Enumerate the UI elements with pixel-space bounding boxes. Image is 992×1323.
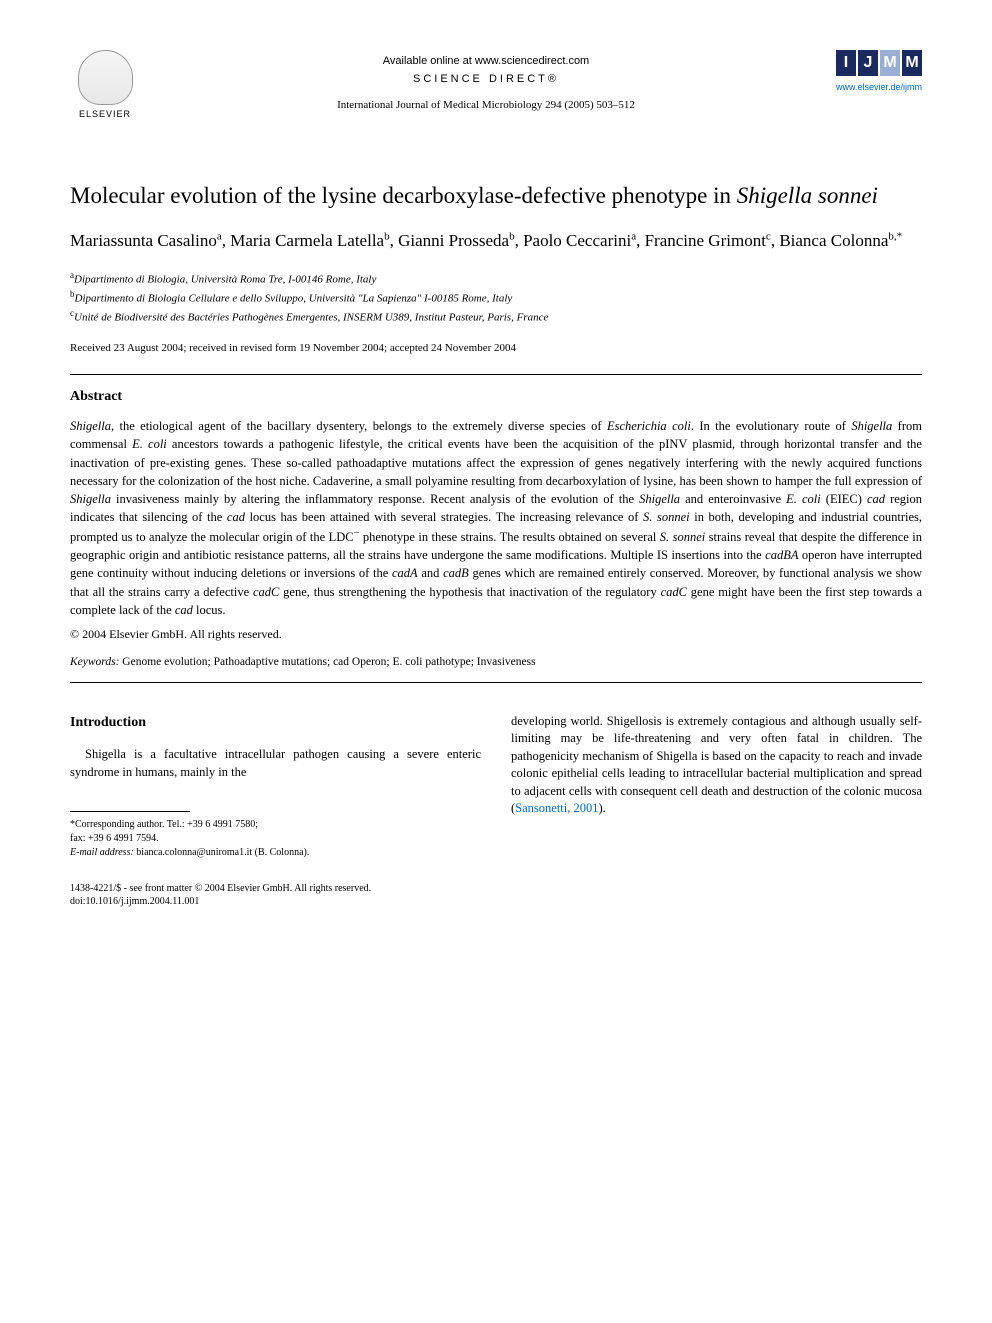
divider-top	[70, 374, 922, 375]
ijmm-logo: I J M M www.elsevier.de/ijmm	[832, 50, 922, 92]
footnote-rule	[70, 811, 190, 812]
footnotes: *Corresponding author. Tel.: +39 6 4991 …	[70, 818, 481, 860]
introduction-heading: Introduction	[70, 713, 481, 733]
abstract-heading: Abstract	[70, 389, 922, 405]
divider-bottom	[70, 682, 922, 683]
page-header: ELSEVIER Available online at www.science…	[70, 50, 922, 130]
center-header: Available online at www.sciencedirect.co…	[140, 50, 832, 111]
footer-line1: 1438-4221/$ - see front matter © 2004 El…	[70, 882, 922, 895]
ijmm-link[interactable]: www.elsevier.de/ijmm	[832, 82, 922, 92]
email-value: bianca.colonna@uniroma1.it (B. Colonna).	[136, 847, 309, 858]
article-title: Molecular evolution of the lysine decarb…	[70, 180, 922, 211]
fax-line: fax: +39 6 4991 7594.	[70, 832, 481, 846]
right-column: developing world. Shigellosis is extreme…	[511, 713, 922, 861]
abstract-copyright: © 2004 Elsevier GmbH. All rights reserve…	[70, 627, 922, 642]
abstract-body: Shigella, the etiological agent of the b…	[70, 417, 922, 619]
ijmm-box-3: M	[902, 50, 922, 76]
keywords-label: Keywords:	[70, 656, 119, 668]
authors-list: Mariassunta Casalinoa, Maria Carmela Lat…	[70, 229, 922, 253]
title-line1: Molecular evolution of the lysine decarb…	[70, 183, 731, 208]
available-online-text: Available online at www.sciencedirect.co…	[140, 55, 832, 67]
left-column: Introduction Shigella is a facultative i…	[70, 713, 481, 861]
elsevier-logo: ELSEVIER	[70, 50, 140, 130]
footer-line2: doi:10.1016/j.ijmm.2004.11.001	[70, 895, 922, 908]
email-line: E-mail address: bianca.colonna@uniroma1.…	[70, 846, 481, 860]
footer: 1438-4221/$ - see front matter © 2004 El…	[70, 882, 922, 908]
journal-reference: International Journal of Medical Microbi…	[140, 99, 832, 111]
title-species: Shigella sonnei	[737, 183, 878, 208]
intro-para-left: Shigella is a facultative intracellular …	[70, 746, 481, 781]
elsevier-tree-icon	[78, 50, 133, 105]
science-direct-text: SCIENCE DIRECT®	[413, 73, 559, 85]
elsevier-label: ELSEVIER	[79, 109, 131, 119]
ijmm-box-2: M	[880, 50, 900, 76]
ijmm-box-0: I	[836, 50, 856, 76]
email-label: E-mail address:	[70, 847, 134, 858]
article-dates: Received 23 August 2004; received in rev…	[70, 342, 922, 354]
keywords-text: Genome evolution; Pathoadaptive mutation…	[122, 656, 535, 668]
ijmm-box-1: J	[858, 50, 878, 76]
intro-para-right: developing world. Shigellosis is extreme…	[511, 713, 922, 818]
affiliations-list: aDipartimento di Biologia, Università Ro…	[70, 269, 922, 326]
ijmm-boxes: I J M M	[832, 50, 922, 76]
keywords-line: Keywords: Genome evolution; Pathoadaptiv…	[70, 656, 922, 668]
corresponding-author: *Corresponding author. Tel.: +39 6 4991 …	[70, 818, 481, 832]
science-direct-logo: SCIENCE DIRECT®	[140, 73, 832, 85]
body-columns: Introduction Shigella is a facultative i…	[70, 713, 922, 861]
